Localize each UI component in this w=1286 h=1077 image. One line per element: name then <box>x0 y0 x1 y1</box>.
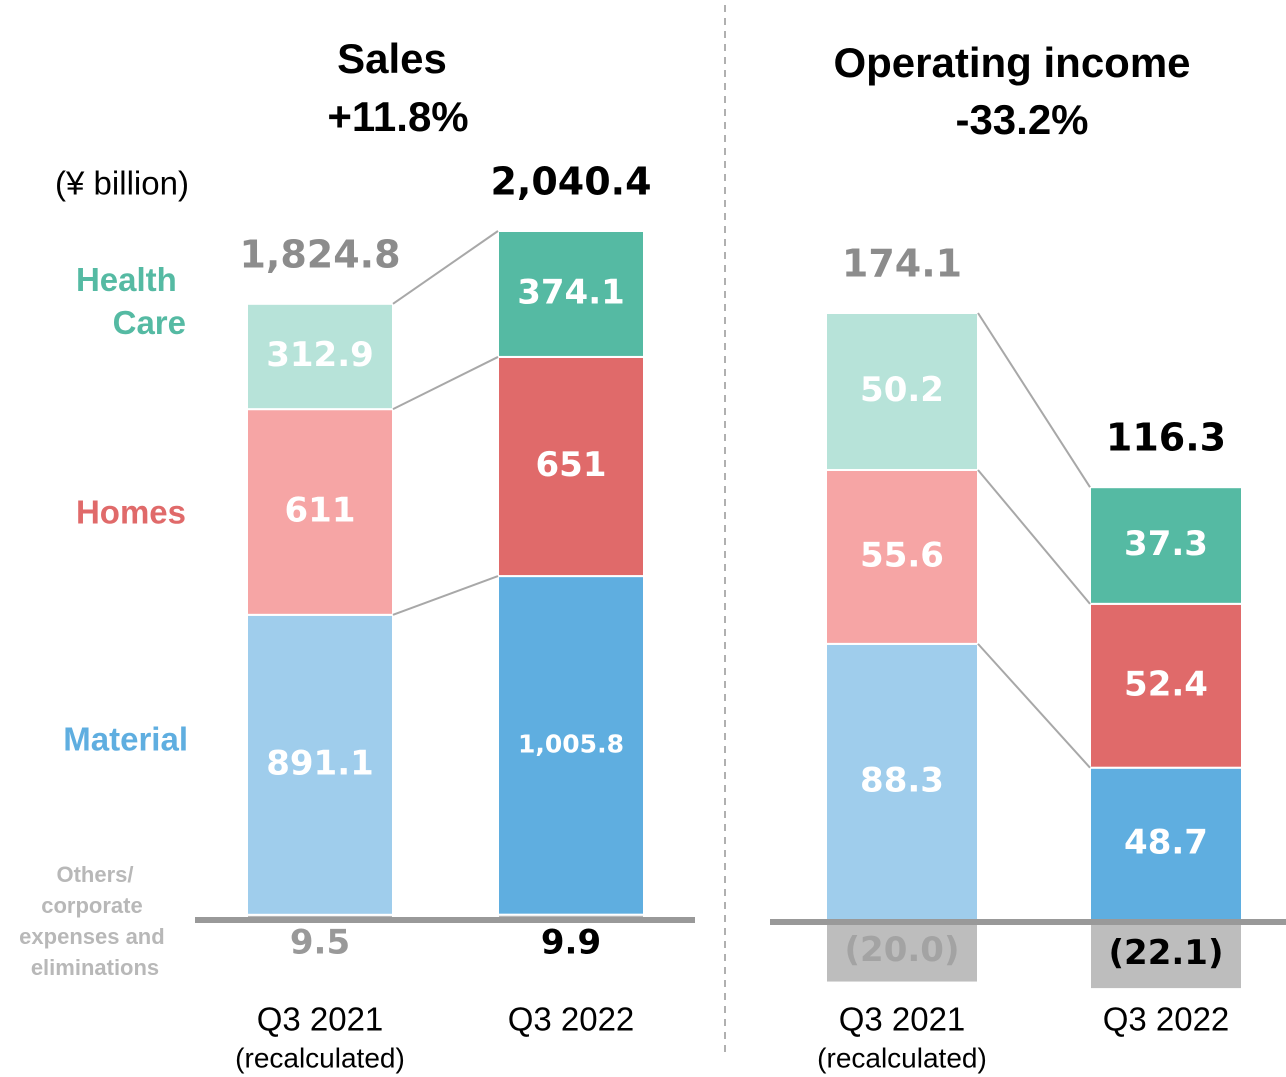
connector-line <box>977 312 1091 488</box>
bar-segment <box>825 919 979 984</box>
connector-line <box>977 643 1091 769</box>
x-tick-label: Q3 2022 <box>508 1001 635 1038</box>
category-note: (recalculated) <box>817 1042 987 1073</box>
value-label: 651 <box>536 445 607 485</box>
value-label: 611 <box>285 490 356 530</box>
bar-segment <box>246 408 394 616</box>
value-label: 50.2 <box>860 370 944 410</box>
connector-line <box>392 230 499 305</box>
bar-segment <box>246 613 394 916</box>
unit-label: (¥ billion) <box>55 165 189 202</box>
connector-line <box>392 575 499 616</box>
value-label: 37.3 <box>1124 524 1208 564</box>
value-label: (22.1) <box>1109 933 1224 973</box>
bar-segment <box>825 312 979 471</box>
value-label: 374.1 <box>517 272 625 312</box>
value-label: 48.7 <box>1124 822 1208 862</box>
total-label: 2,040.4 <box>490 160 651 204</box>
value-label: 88.3 <box>860 760 944 800</box>
category-note: (recalculated) <box>235 1042 405 1073</box>
bar-segment <box>497 230 645 358</box>
x-tick-label: Q3 2021 <box>257 1001 384 1038</box>
total-label: 116.3 <box>1106 416 1226 460</box>
bar-segment <box>1089 602 1243 769</box>
value-label: 9.5 <box>290 923 350 963</box>
value-label: 55.6 <box>860 535 944 575</box>
chart-subtitle: -33.2% <box>955 96 1088 143</box>
x-tick-label: Q3 2021 <box>839 1001 966 1038</box>
value-label: 52.4 <box>1124 664 1208 704</box>
chart-title: Operating income <box>833 39 1190 86</box>
value-label: (20.0) <box>845 930 960 970</box>
total-label: 174.1 <box>842 242 962 286</box>
legend-label: Homes <box>76 494 186 531</box>
bar-segment <box>825 468 979 645</box>
chart-subtitle: +11.8% <box>327 93 468 140</box>
legend-label: Others/corporate expenses and eliminatio… <box>19 862 171 980</box>
value-label: 891.1 <box>266 743 374 783</box>
legend-label: Material <box>63 721 188 758</box>
value-label: 1,005.8 <box>518 729 624 758</box>
bar-segment <box>497 355 645 578</box>
bar-segment <box>1089 766 1243 922</box>
bar-segment <box>825 642 979 921</box>
chart-title: Sales <box>337 35 447 82</box>
bar-segment <box>497 575 645 916</box>
value-label: 312.9 <box>266 335 374 375</box>
bar-segment <box>1089 486 1243 605</box>
value-label: 9.9 <box>541 923 601 963</box>
connector-line <box>977 469 1091 605</box>
bar-segment <box>1089 919 1243 991</box>
total-label: 1,824.8 <box>239 232 400 276</box>
legend-label: Health Care <box>76 261 186 341</box>
bar-segment <box>246 302 394 411</box>
connector-line <box>392 356 499 411</box>
x-tick-label: Q3 2022 <box>1103 1001 1230 1038</box>
